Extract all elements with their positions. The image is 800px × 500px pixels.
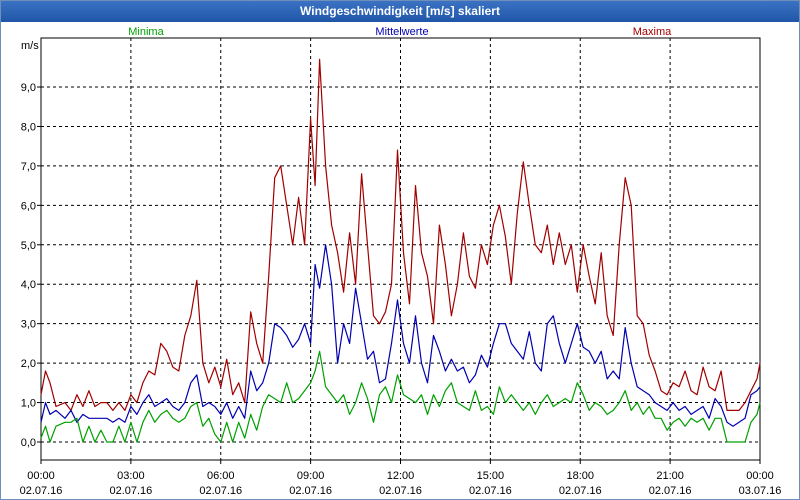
x-tick-time: 00:00 bbox=[27, 470, 55, 482]
y-tick-label: 8,0 bbox=[21, 121, 36, 133]
y-tick-label: 0,0 bbox=[21, 437, 36, 449]
x-tick-time: 00:00 bbox=[746, 470, 774, 482]
y-tick-label: 9,0 bbox=[21, 82, 36, 94]
y-tick-label: 1,0 bbox=[21, 398, 36, 410]
x-tick-time: 21:00 bbox=[656, 470, 684, 482]
x-tick-date: 02.07.16 bbox=[20, 485, 63, 497]
series-maxima-line bbox=[40, 58, 761, 411]
y-tick-label: 5,0 bbox=[21, 240, 36, 252]
x-tick-date: 02.07.16 bbox=[109, 485, 152, 497]
x-tick-date: 03.07.16 bbox=[739, 485, 782, 497]
y-tick-label: 4,0 bbox=[21, 279, 36, 291]
y-tick-label: 3,0 bbox=[21, 319, 36, 331]
y-tick-label: 7,0 bbox=[21, 161, 36, 173]
x-tick-time: 18:00 bbox=[566, 470, 594, 482]
legend-minima: Minima bbox=[128, 26, 164, 38]
legend-maxima: Maxima bbox=[633, 26, 672, 38]
window-title: Windgeschwindigkeit [m/s] skaliert bbox=[1, 1, 799, 22]
x-tick-date: 02.07.16 bbox=[199, 485, 242, 497]
series-mittelwerte-line bbox=[40, 244, 761, 427]
x-tick-date: 02.07.16 bbox=[469, 485, 512, 497]
x-tick-date: 02.07.16 bbox=[559, 485, 602, 497]
x-tick-time: 09:00 bbox=[297, 470, 325, 482]
x-tick-time: 03:00 bbox=[117, 470, 145, 482]
y-tick-label: 2,0 bbox=[21, 358, 36, 370]
x-tick-time: 12:00 bbox=[387, 470, 415, 482]
x-tick-date: 02.07.16 bbox=[289, 485, 332, 497]
x-tick-date: 02.07.16 bbox=[379, 485, 422, 497]
x-tick-time: 06:00 bbox=[207, 470, 235, 482]
legend-mittelwerte: Mittelwerte bbox=[375, 26, 428, 38]
x-tick-time: 15:00 bbox=[477, 470, 505, 482]
series-minima-line bbox=[40, 350, 761, 443]
y-axis-label: m/s bbox=[21, 40, 39, 52]
y-tick-label: 6,0 bbox=[21, 200, 36, 212]
x-tick-date: 02.07.16 bbox=[649, 485, 692, 497]
